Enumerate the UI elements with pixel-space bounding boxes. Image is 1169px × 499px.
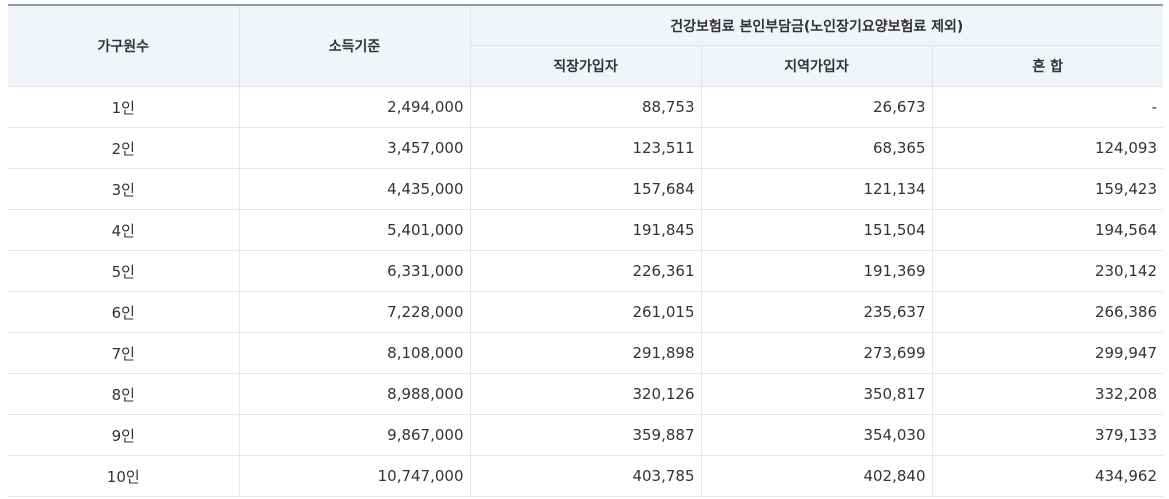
- header-premium-group: 건강보험료 본인부담금(노인장기요양보험료 제외): [470, 4, 1163, 46]
- cell-income: 7,228,000: [239, 291, 471, 333]
- cell-income: 9,867,000: [239, 414, 471, 456]
- cell-income: 8,108,000: [239, 332, 471, 374]
- cell-mixed: 379,133: [932, 414, 1163, 456]
- cell-income: 5,401,000: [239, 209, 471, 251]
- cell-mixed: 299,947: [932, 332, 1163, 374]
- table-row: 9인 9,867,000 359,887 354,030 379,133: [8, 414, 1163, 456]
- cell-household: 4인: [8, 209, 240, 251]
- cell-household: 5인: [8, 250, 240, 292]
- table-row: 7인 8,108,000 291,898 273,699 299,947: [8, 332, 1163, 374]
- cell-household: 10인: [8, 455, 240, 497]
- cell-mixed: -: [932, 86, 1163, 128]
- cell-mixed: 434,962: [932, 455, 1163, 497]
- cell-income: 2,494,000: [239, 86, 471, 128]
- cell-local: 402,840: [701, 455, 933, 497]
- cell-income: 3,457,000: [239, 127, 471, 169]
- cell-income: 10,747,000: [239, 455, 471, 497]
- cell-local: 121,134: [701, 168, 933, 210]
- cell-local: 26,673: [701, 86, 933, 128]
- cell-local: 68,365: [701, 127, 933, 169]
- table-row: 8인 8,988,000 320,126 350,817 332,208: [8, 373, 1163, 415]
- cell-local: 151,504: [701, 209, 933, 251]
- cell-mixed: 332,208: [932, 373, 1163, 415]
- cell-employee: 191,845: [470, 209, 702, 251]
- table-row: 5인 6,331,000 226,361 191,369 230,142: [8, 250, 1163, 292]
- cell-local: 191,369: [701, 250, 933, 292]
- cell-local: 273,699: [701, 332, 933, 374]
- table-row: 1인 2,494,000 88,753 26,673-: [8, 86, 1163, 128]
- cell-mixed: 230,142: [932, 250, 1163, 292]
- cell-mixed: 194,564: [932, 209, 1163, 251]
- header-income: 소득기준: [239, 4, 471, 87]
- cell-household: 6인: [8, 291, 240, 333]
- cell-local: 354,030: [701, 414, 933, 456]
- cell-income: 8,988,000: [239, 373, 471, 415]
- cell-household: 8인: [8, 373, 240, 415]
- cell-local: 235,637: [701, 291, 933, 333]
- cell-household: 2인: [8, 127, 240, 169]
- table-row: 6인 7,228,000 261,015 235,637 266,386: [8, 291, 1163, 333]
- cell-employee: 88,753: [470, 86, 702, 128]
- cell-employee: 291,898: [470, 332, 702, 374]
- cell-household: 1인: [8, 86, 240, 128]
- cell-employee: 123,511: [470, 127, 702, 169]
- cell-employee: 261,015: [470, 291, 702, 333]
- cell-employee: 359,887: [470, 414, 702, 456]
- cell-household: 9인: [8, 414, 240, 456]
- cell-mixed: 159,423: [932, 168, 1163, 210]
- header-local: 지역가입자: [701, 45, 933, 87]
- cell-employee: 226,361: [470, 250, 702, 292]
- cell-income: 6,331,000: [239, 250, 471, 292]
- table-row: 2인 3,457,000 123,511 68,365 124,093: [8, 127, 1163, 169]
- table-row: 4인 5,401,000 191,845 151,504 194,564: [8, 209, 1163, 251]
- header-household: 가구원수: [8, 4, 240, 87]
- header-mixed: 혼 합: [932, 45, 1163, 87]
- cell-local: 350,817: [701, 373, 933, 415]
- cell-household: 7인: [8, 332, 240, 374]
- table-row: 3인 4,435,000 157,684 121,134 159,423: [8, 168, 1163, 210]
- table-header: 가구원수 소득기준 건강보험료 본인부담금(노인장기요양보험료 제외) 직장가입…: [8, 4, 1163, 87]
- cell-mixed: 266,386: [932, 291, 1163, 333]
- table-row: 10인 10,747,000 403,785 402,840 434,962: [8, 455, 1163, 497]
- cell-employee: 403,785: [470, 455, 702, 497]
- cell-employee: 157,684: [470, 168, 702, 210]
- cell-mixed: 124,093: [932, 127, 1163, 169]
- header-employee: 직장가입자: [470, 45, 702, 87]
- income-premium-table: 가구원수 소득기준 건강보험료 본인부담금(노인장기요양보험료 제외) 직장가입…: [8, 4, 1163, 497]
- cell-employee: 320,126: [470, 373, 702, 415]
- cell-household: 3인: [8, 168, 240, 210]
- cell-income: 4,435,000: [239, 168, 471, 210]
- table-body: 1인 2,494,000 88,753 26,673-2인 3,457,000 123,5…: [8, 86, 1163, 497]
- premium-table-container: 가구원수 소득기준 건강보험료 본인부담금(노인장기요양보험료 제외) 직장가입…: [8, 4, 1163, 497]
